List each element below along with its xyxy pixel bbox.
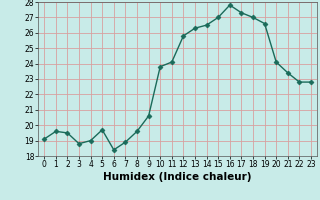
X-axis label: Humidex (Indice chaleur): Humidex (Indice chaleur): [103, 172, 252, 182]
